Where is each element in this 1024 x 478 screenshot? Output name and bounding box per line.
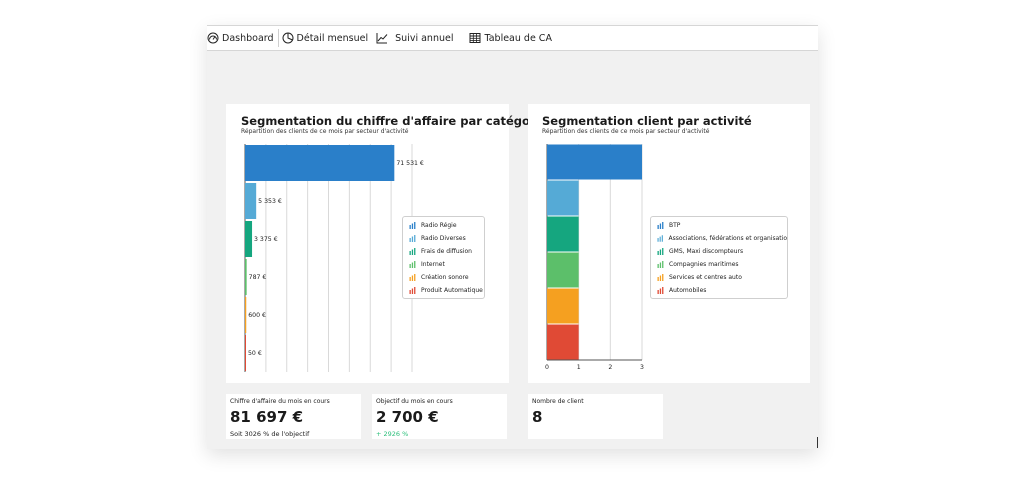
bar-chart-icon	[409, 222, 416, 229]
bar-services-et-centres-auto[interactable]	[547, 288, 579, 324]
categorie-legend-item[interactable]: Frais de diffusion	[403, 245, 484, 258]
bar-chart-icon	[657, 261, 664, 268]
activite-legend-item[interactable]: Services et centres auto	[651, 271, 787, 284]
toolbar-tableau-ca-button[interactable]: Tableau de CA	[457, 26, 555, 50]
kpi-clients-value: 8	[532, 408, 543, 426]
table-icon	[469, 33, 481, 43]
line-chart-icon	[376, 33, 388, 44]
bar-data-label: 3 375 €	[254, 236, 278, 243]
kpi-ca-value: 81 697 €	[230, 408, 304, 426]
categorie-legend-item[interactable]: Radio Diverses	[403, 232, 484, 245]
activite-legend-label: Compagnies maritimes	[669, 261, 739, 268]
bar-radio-diverses[interactable]	[245, 183, 257, 219]
toolbar-dashboard-label: Dashboard	[222, 32, 274, 44]
dashboard-gauge-icon	[207, 32, 219, 44]
categorie-legend-label: Frais de diffusion	[421, 248, 472, 255]
bar-chart-icon	[409, 248, 416, 255]
chart-categorie-title: Segmentation du chiffre d'affaire par ca…	[241, 114, 548, 128]
kpi-ca-note: Soit 3026 % de l'objectif	[230, 430, 310, 438]
chart-categorie-plot: 71 531 € 5 353 € 3 375 € 787 € 600 € 50 €	[244, 144, 424, 372]
kpi-ca-label: Chiffre d'affaire du mois en cours	[230, 398, 330, 405]
bar-radio-r-gie[interactable]	[245, 145, 395, 181]
toolbar-dashboard-button[interactable]: Dashboard	[207, 26, 278, 50]
bar-frais-de-diffusion[interactable]	[245, 221, 253, 257]
chart-activite-plot: 0 1 2 3	[545, 144, 644, 371]
bar-chart-icon	[409, 261, 416, 268]
bar-chart-icon	[409, 287, 416, 294]
categorie-legend-label: Radio Régie	[421, 222, 457, 229]
bar-data-label: 71 531 €	[396, 160, 424, 167]
activite-legend-item[interactable]: GMS, Maxi discompteurs	[651, 245, 787, 258]
kpi-card-ca: Chiffre d'affaire du mois en cours 81 69…	[226, 394, 361, 439]
categorie-legend-item[interactable]: Internet	[403, 258, 484, 271]
activite-legend-label: Automobiles	[669, 287, 707, 294]
categorie-legend-label: Internet	[421, 261, 445, 268]
toolbar-suivi-annuel-label: Suivi annuel	[395, 32, 454, 44]
bar-cr-ation-sonore[interactable]	[245, 297, 247, 333]
bar-internet[interactable]	[245, 259, 247, 295]
bar-compagnies-maritimes[interactable]	[547, 252, 579, 288]
text-cursor	[817, 437, 818, 448]
app-window: Dashboard Détail mensuel Suivi annuel Ta…	[207, 25, 818, 449]
toolbar-tableau-ca-label: Tableau de CA	[484, 32, 552, 44]
pie-chart-icon	[282, 32, 294, 44]
categorie-legend-label: Création sonore	[421, 274, 469, 281]
activite-legend-label: Services et centres auto	[669, 274, 742, 281]
activite-legend-item[interactable]: Automobiles	[651, 284, 787, 297]
categorie-legend-label: Produit Automatique	[421, 287, 483, 294]
bar-chart-icon	[657, 235, 663, 242]
x-tick-label: 0	[545, 364, 549, 371]
bar-chart-icon	[409, 274, 416, 281]
activite-legend-item[interactable]: BTP	[651, 219, 787, 232]
toolbar-separator	[277, 29, 279, 47]
x-tick-label: 2	[608, 364, 612, 371]
kpi-objectif-label: Objectif du mois en cours	[376, 398, 453, 405]
bar-chart-icon	[657, 274, 664, 281]
categorie-legend-item[interactable]: Radio Régie	[403, 219, 484, 232]
chart-activite-title: Segmentation client par activité	[542, 114, 752, 128]
bar-gms-maxi-discompteurs[interactable]	[547, 216, 579, 252]
kpi-clients-label: Nombre de client	[532, 398, 584, 405]
x-tick-label: 3	[640, 364, 644, 371]
bar-automobiles[interactable]	[547, 324, 579, 360]
activite-legend-label: GMS, Maxi discompteurs	[669, 248, 744, 255]
toolbar: Dashboard Détail mensuel Suivi annuel Ta…	[207, 25, 818, 51]
activite-legend-label: Associations, fédérations et organisatio	[668, 235, 787, 242]
chart-card-categorie: Segmentation du chiffre d'affaire par ca…	[226, 104, 547, 383]
bar-associations-f-d-rations-et-organisatio[interactable]	[547, 180, 579, 216]
categorie-legend-label: Radio Diverses	[421, 235, 466, 242]
categorie-legend-item[interactable]: Produit Automatique	[403, 284, 484, 297]
bar-chart-icon	[409, 235, 416, 242]
x-tick-label: 1	[577, 364, 581, 371]
kpi-card-objectif: Objectif du mois en cours 2 700 € + 2926…	[372, 394, 507, 439]
activite-legend-item[interactable]: Associations, fédérations et organisatio	[651, 232, 787, 245]
bar-data-label: 600 €	[248, 312, 266, 319]
bar-chart-icon	[657, 248, 664, 255]
kpi-objectif-note: + 2926 %	[376, 430, 409, 438]
chart-card-activite: Segmentation client par activité Réparti…	[528, 104, 810, 383]
bar-produit-automatique[interactable]	[245, 335, 246, 371]
kpi-card-clients: Nombre de client 8	[528, 394, 663, 439]
bar-data-label: 787 €	[249, 274, 267, 281]
activite-legend-item[interactable]: Compagnies maritimes	[651, 258, 787, 271]
toolbar-detail-mensuel-label: Détail mensuel	[296, 32, 369, 44]
chart-activite-subtitle: Répartition des clients de ce mois par s…	[542, 128, 710, 135]
toolbar-suivi-annuel-button[interactable]: Suivi annuel	[372, 26, 457, 50]
chart-categorie-legend: Radio Régie Radio Diverses Frais de diffus…	[402, 216, 485, 299]
bar-chart-icon	[657, 287, 664, 294]
bar-chart-icon	[657, 222, 664, 229]
activite-legend-label: BTP	[669, 222, 681, 229]
bar-btp[interactable]	[547, 144, 642, 180]
kpi-objectif-value: 2 700 €	[376, 408, 439, 426]
bar-data-label: 5 353 €	[258, 198, 282, 205]
toolbar-detail-mensuel-button[interactable]: Détail mensuel	[282, 26, 373, 50]
bar-data-label: 50 €	[248, 350, 262, 357]
chart-activite-legend: BTP Associations, fédérations et organisa…	[650, 216, 788, 299]
categorie-legend-item[interactable]: Création sonore	[403, 271, 484, 284]
chart-categorie-subtitle: Répartition des clients de ce mois par s…	[241, 128, 409, 135]
